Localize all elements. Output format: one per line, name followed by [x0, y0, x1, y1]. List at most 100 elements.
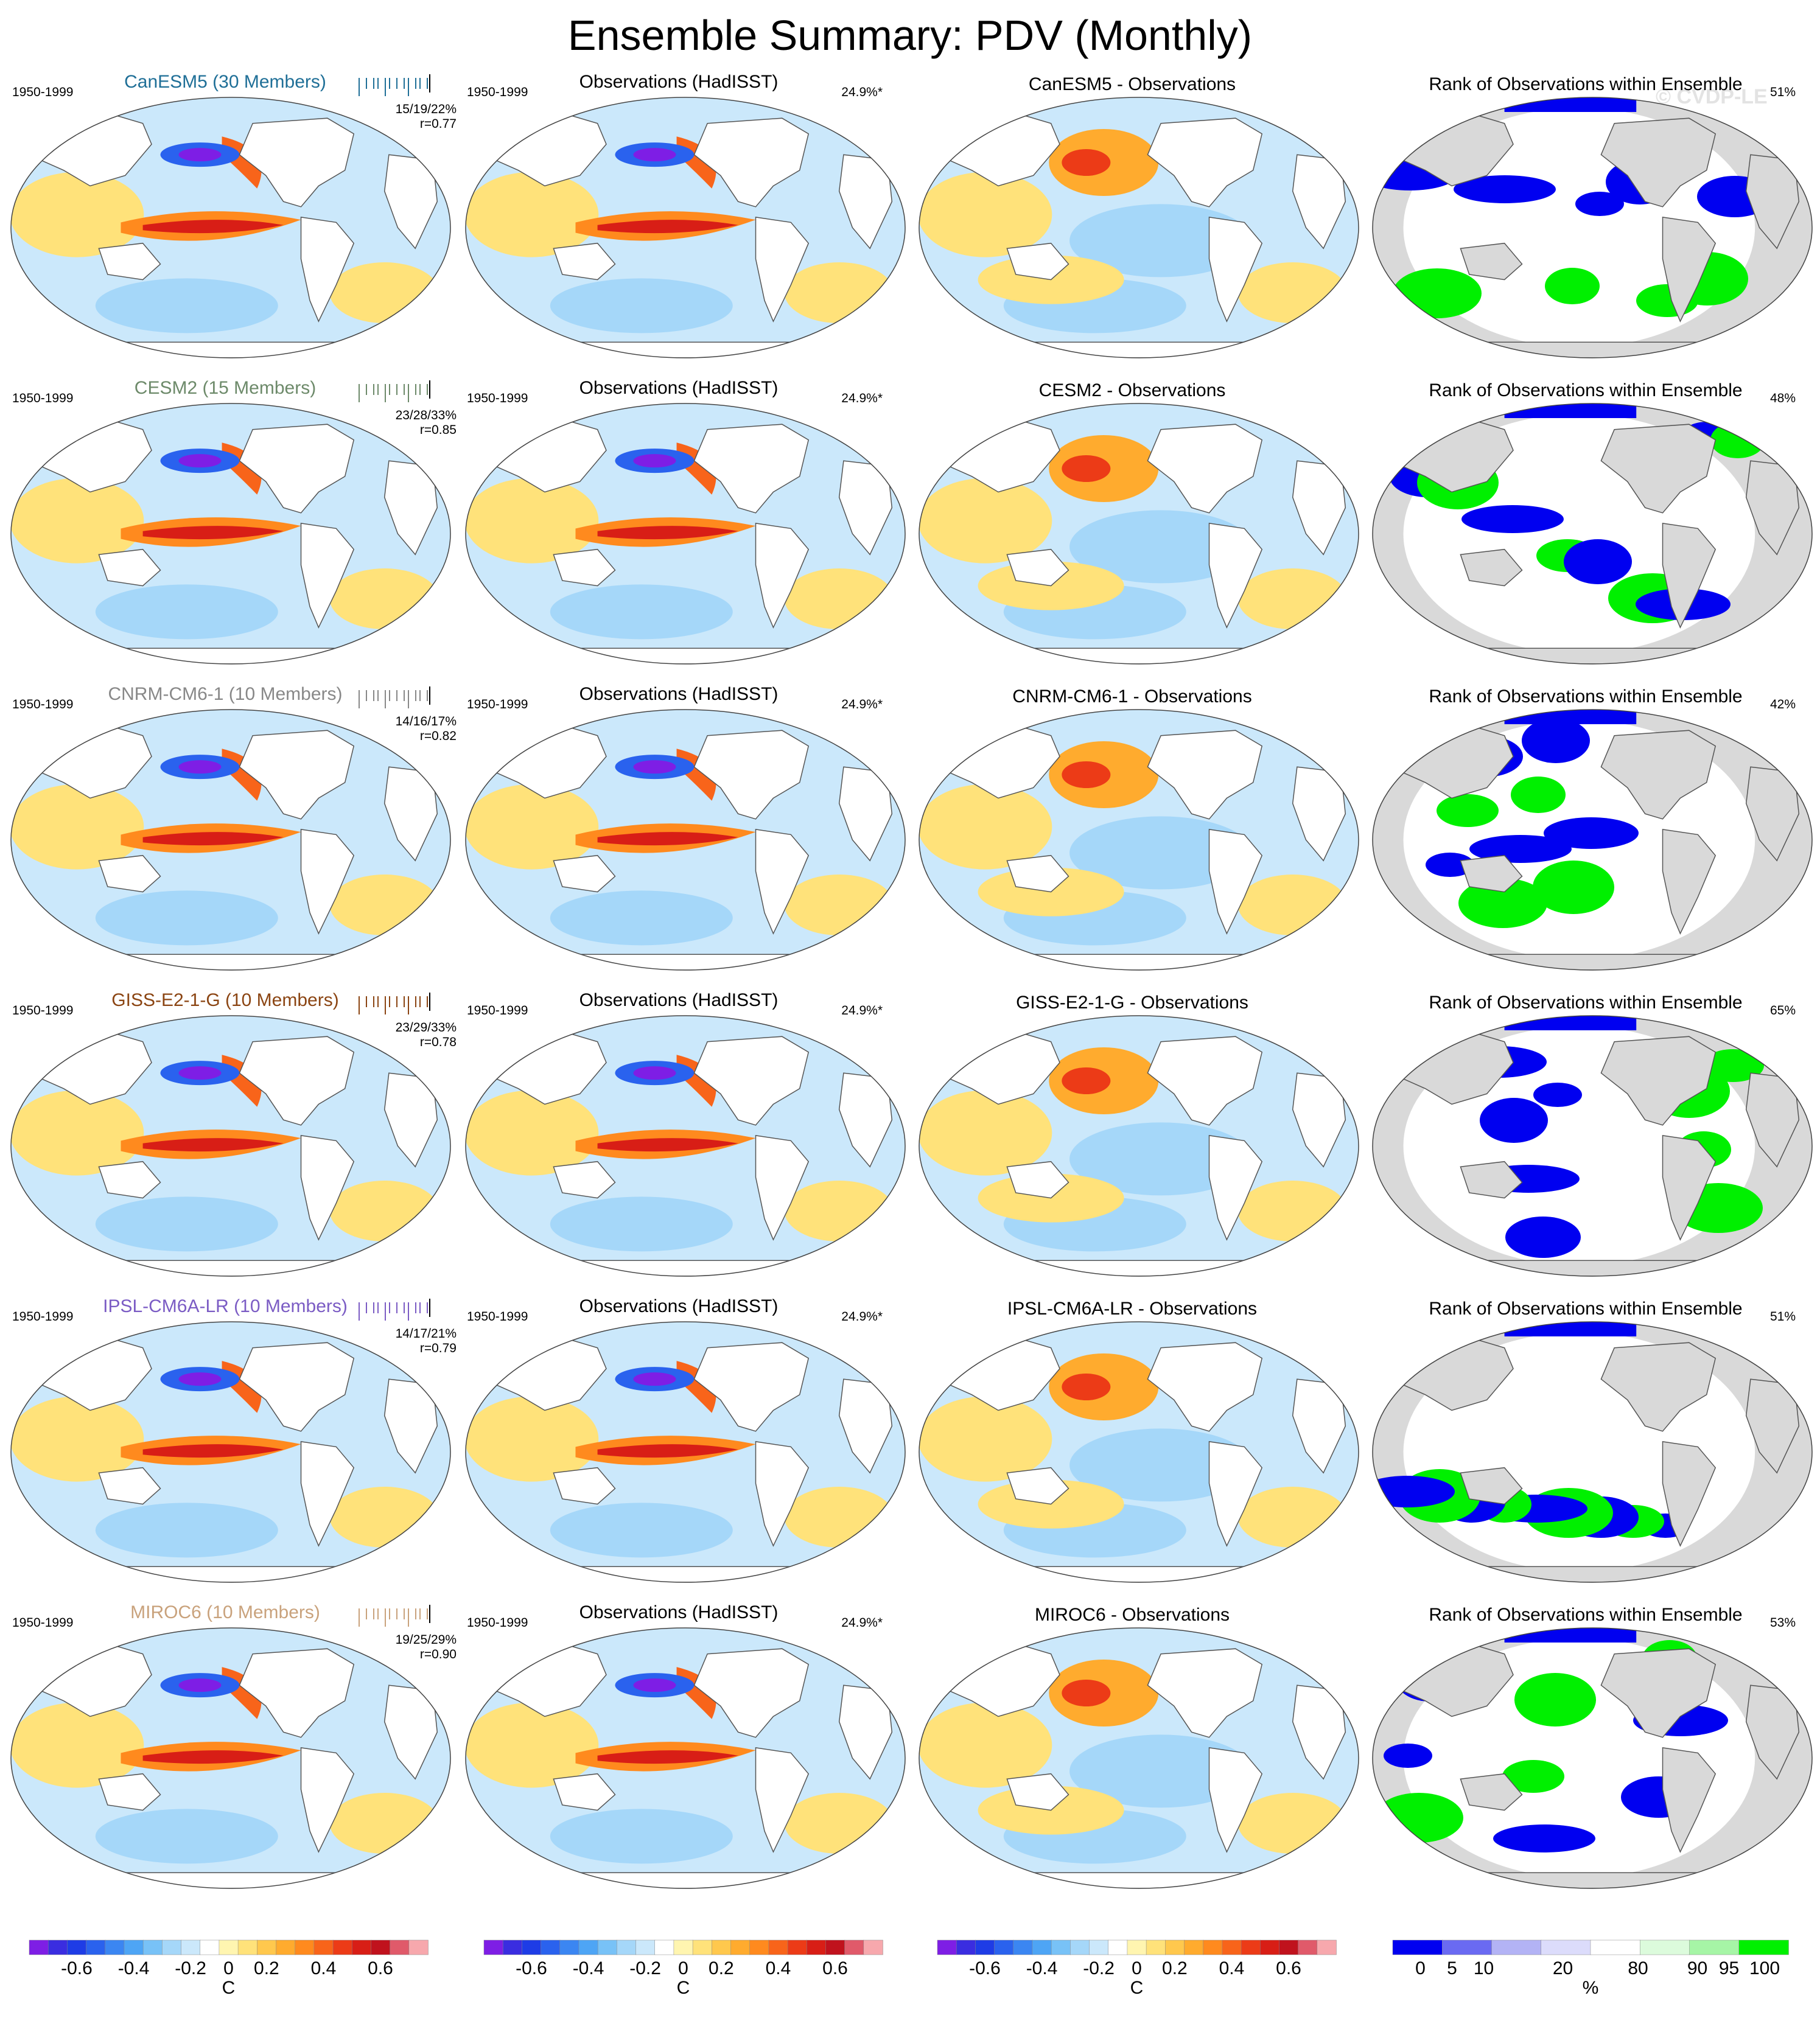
colorbar-swatch: [559, 1939, 579, 1955]
variance-stats: 14/16/17%: [395, 714, 457, 728]
variance-stats: 15/19/22%: [395, 102, 457, 116]
rank-percent: 51%: [1769, 1310, 1796, 1324]
model-title: CNRM-CM6-1 (10 Members): [108, 684, 343, 704]
colorbar-swatch: [844, 1939, 864, 1955]
colorbar-tick-label: 0.6: [822, 1958, 848, 1978]
map-panel-r4-c4: [1372, 1015, 1813, 1277]
model-title: CanESM5 (30 Members): [124, 72, 326, 92]
rank-percent: 42%: [1769, 697, 1796, 711]
period-label: 1950-1999: [12, 391, 74, 405]
member-ticks: [359, 74, 430, 96]
colorbar-tick-label: 10: [1473, 1958, 1494, 1978]
colorbar-tick-label: 0: [223, 1958, 234, 1978]
period-label: 1950-1999: [467, 1004, 528, 1018]
colorbar-swatch: [142, 1939, 163, 1955]
colorbar-tick-label: 5: [1447, 1958, 1457, 1978]
pattern-correlation: r=0.79: [419, 1341, 457, 1355]
page-title: Ensemble Summary: PDV (Monthly): [567, 12, 1253, 59]
model-title: MIROC6 (10 Members): [130, 1602, 320, 1622]
colorbar-swatch: [1013, 1939, 1033, 1955]
pattern-correlation: r=0.90: [419, 1647, 457, 1661]
map-panel-r6-c3: [919, 1627, 1359, 1889]
colorbar-swatch: [257, 1939, 277, 1955]
colorbar-swatch: [1203, 1939, 1223, 1955]
diff-title: GISS-E2-1-G - Observations: [1016, 993, 1248, 1013]
colorbar-tick-label: -0.2: [175, 1958, 206, 1978]
model-title: CESM2 (15 Members): [134, 378, 317, 398]
colorbar-swatch: [617, 1939, 637, 1955]
period-label: 1950-1999: [467, 391, 528, 405]
map-panel-r1-c2: [465, 97, 906, 358]
model-title: IPSL-CM6A-LR (10 Members): [103, 1296, 348, 1316]
diff-title: CNRM-CM6-1 - Observations: [1012, 686, 1252, 707]
colorbar-tick-label: 0.2: [1162, 1958, 1188, 1978]
map-panel-r2-c4: [1372, 403, 1813, 665]
colorbar-tick-label: 0.2: [254, 1958, 279, 1978]
colorbar-swatch: [1640, 1939, 1690, 1955]
member-ticks: [359, 993, 430, 1014]
colorbar-swatch: [181, 1939, 201, 1955]
colorbar-swatch: [1738, 1939, 1789, 1955]
variance-stats: 23/29/33%: [395, 1021, 457, 1035]
obs-title: Observations (HadISST): [579, 72, 779, 92]
variance-stats: 23/28/33%: [395, 408, 457, 422]
colorbar-tick-label: 0.2: [709, 1958, 734, 1978]
colorbar-swatch: [578, 1939, 598, 1955]
colorbar-swatch: [237, 1939, 258, 1955]
colorbar-swatch: [105, 1939, 125, 1955]
colorbar-unit: %: [1582, 1978, 1599, 1998]
map-panel-r6-c1: [10, 1627, 451, 1889]
colorbar-swatch: [1222, 1939, 1242, 1955]
colorbar-swatch: [1259, 1939, 1280, 1955]
colorbar-swatch: [1590, 1939, 1640, 1955]
map-panel-r2-c3: [919, 403, 1359, 665]
map-panel-r4-c1: [10, 1015, 451, 1277]
colorbar-swatch: [522, 1939, 542, 1955]
obs-variance: 24.9%*: [841, 1616, 883, 1630]
colorbar-swatch: [29, 1939, 49, 1955]
member-ticks: [359, 1299, 430, 1321]
colorbar-swatch: [806, 1939, 827, 1955]
obs-variance: 24.9%*: [841, 1004, 883, 1018]
rank-percent: 51%: [1769, 85, 1796, 99]
colorbar-swatch: [408, 1939, 429, 1955]
colorbar-swatch: [1089, 1939, 1109, 1955]
obs-variance: 24.9%*: [841, 85, 883, 99]
obs-title: Observations (HadISST): [579, 1296, 779, 1316]
period-label: 1950-1999: [12, 697, 74, 711]
rank-title: Rank of Observations within Ensemble: [1429, 1299, 1743, 1319]
obs-variance: 24.9%*: [841, 1310, 883, 1324]
period-label: 1950-1999: [467, 697, 528, 711]
colorbar-swatch: [994, 1939, 1014, 1955]
diff-title: CESM2 - Observations: [1038, 380, 1226, 400]
diff-title: IPSL-CM6A-LR - Observations: [1007, 1299, 1258, 1319]
colorbar-swatch: [1146, 1939, 1166, 1955]
period-label: 1950-1999: [467, 1310, 528, 1324]
colorbar-tick-label: -0.2: [1083, 1958, 1115, 1978]
colorbar-swatch: [295, 1939, 315, 1955]
obs-title: Observations (HadISST): [579, 990, 779, 1010]
colorbar-swatch: [276, 1939, 296, 1955]
colorbar-swatch: [1689, 1939, 1740, 1955]
colorbar-swatch: [956, 1939, 976, 1955]
colorbar-tick-label: 0.4: [310, 1958, 337, 1978]
watermark: © CVDP-LE: [1656, 85, 1768, 108]
period-label: 1950-1999: [12, 1310, 74, 1324]
colorbar-swatch: [654, 1939, 674, 1955]
map-panel-r2-c2: [465, 403, 906, 665]
diff-title: MIROC6 - Observations: [1034, 1605, 1230, 1625]
colorbar-tick-label: 0: [678, 1958, 688, 1978]
colorbar-unit: C: [222, 1978, 236, 1998]
colorbar-swatch: [1051, 1939, 1071, 1955]
colorbar-swatch: [86, 1939, 106, 1955]
variance-stats: 19/25/29%: [395, 1633, 457, 1647]
colorbar-unit: C: [1130, 1978, 1144, 1998]
colorbar-swatch: [1127, 1939, 1147, 1955]
sst-colorbar-3: [937, 1939, 1337, 1955]
colorbar-tick-label: -0.2: [629, 1958, 661, 1978]
colorbar-swatch: [371, 1939, 391, 1955]
model-title: GISS-E2-1-G (10 Members): [111, 990, 339, 1010]
colorbar-swatch: [673, 1939, 693, 1955]
variance-stats: 14/17/21%: [395, 1327, 457, 1341]
colorbar-swatch: [541, 1939, 561, 1955]
